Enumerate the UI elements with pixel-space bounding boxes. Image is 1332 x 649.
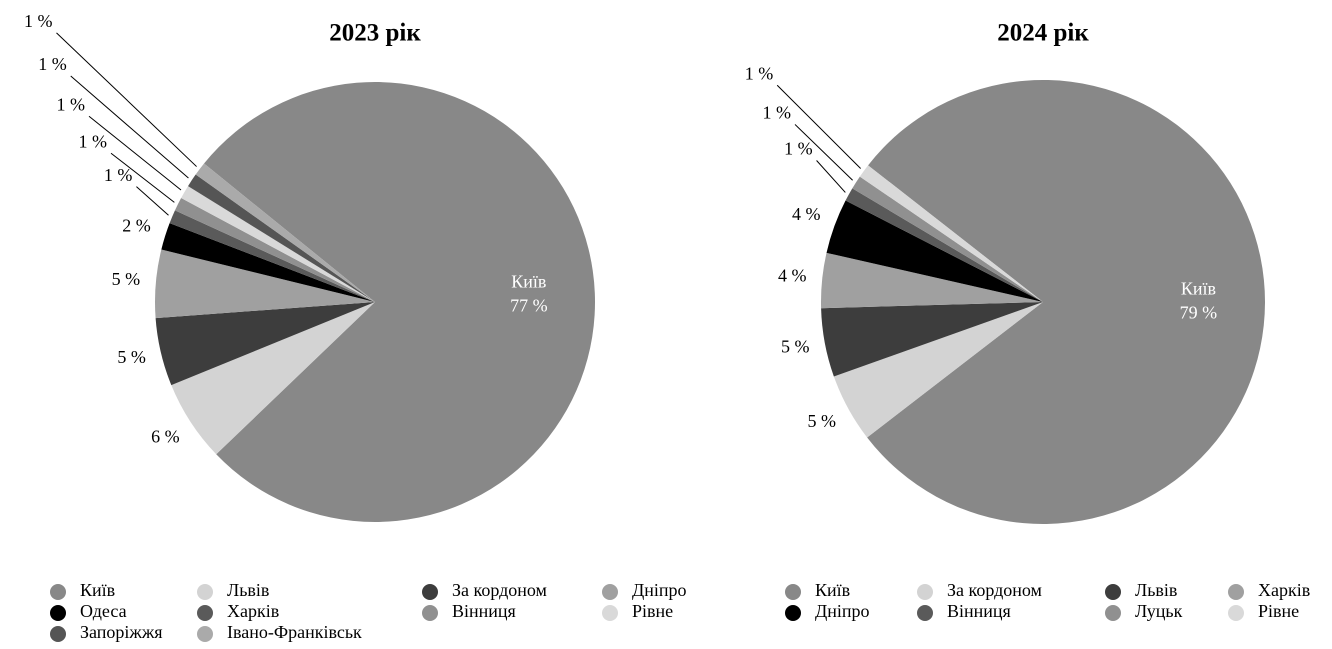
pie-slice (845, 188, 1043, 302)
pie-slice (833, 302, 1043, 438)
slice-value-label: 1 % (79, 131, 108, 151)
legend-marker (50, 584, 66, 600)
slice-value-label: 77 % (510, 296, 548, 316)
pie-slice (161, 223, 375, 302)
slice-category-label: Київ (511, 272, 546, 292)
slice-value-label: 5 % (112, 269, 141, 289)
legend-marker (1105, 584, 1121, 600)
legend-label: Дніпро (815, 601, 870, 621)
slice-value-label: 5 % (781, 336, 810, 356)
slice-value-label: 2 % (122, 215, 151, 235)
slice-value-label: 1 % (745, 63, 774, 83)
legend-marker (785, 584, 801, 600)
leader-line (816, 160, 846, 193)
legend-label: Харків (1258, 580, 1310, 600)
slice-value-label: 1 % (104, 165, 133, 185)
legend-marker (1105, 605, 1121, 621)
slice-value-label: 1 % (24, 11, 53, 31)
pie-slice (821, 302, 1043, 377)
leader-line (88, 115, 182, 191)
legend-label: За кордоном (452, 580, 547, 600)
legend-marker (917, 605, 933, 621)
legend-marker (602, 605, 618, 621)
slice-value-label: 4 % (778, 266, 807, 286)
slice-value-label: 5 % (117, 347, 146, 367)
legend-label: Рівне (1258, 601, 1299, 621)
legend-marker (197, 626, 213, 642)
slice-category-label: Київ (1181, 279, 1216, 299)
legend-marker (50, 626, 66, 642)
legend-label: Харків (227, 601, 279, 621)
legend-marker (1228, 584, 1244, 600)
leader-line (56, 32, 197, 167)
pie-slice (826, 200, 1043, 302)
pie-slice (188, 174, 375, 302)
legend-marker (422, 584, 438, 600)
legend-marker (602, 584, 618, 600)
legend-label: За кордоном (947, 580, 1042, 600)
legend-label: Вінниця (452, 601, 516, 621)
chart-title: 2024 рік (997, 20, 1089, 47)
pie-slice (155, 302, 375, 386)
slice-value-label: 1 % (763, 103, 792, 123)
legend-label: Київ (815, 580, 850, 600)
legend-label: Запоріжжя (80, 622, 163, 642)
pie-slice (859, 165, 1043, 302)
chart-title: 2023 рік (329, 20, 421, 47)
slice-value-label: 4 % (792, 204, 821, 224)
pie-slice (171, 302, 375, 455)
legend-marker (1228, 605, 1244, 621)
legend-label: Вінниця (947, 601, 1011, 621)
pie-slice (820, 252, 1043, 309)
slice-value-label: 6 % (151, 426, 180, 446)
legend-marker (785, 605, 801, 621)
legend-label: Дніпро (632, 580, 687, 600)
pie-slice (181, 186, 375, 302)
pie-slice (195, 163, 375, 302)
slice-value-label: 79 % (1180, 303, 1218, 323)
leader-line (110, 152, 175, 203)
leader-line (136, 186, 169, 216)
legend-label: Одеса (80, 601, 127, 621)
slice-value-label: 1 % (784, 139, 813, 159)
leader-line (70, 75, 189, 179)
leader-line (794, 124, 853, 181)
pie-slice (155, 249, 375, 319)
legend-marker (422, 605, 438, 621)
legend-marker (197, 605, 213, 621)
pie-slice (852, 176, 1043, 302)
pie-slice (204, 81, 596, 523)
legend-label: Київ (80, 580, 115, 600)
pie-slice (169, 210, 375, 302)
legend-label: Львів (1135, 580, 1177, 600)
slice-value-label: 5 % (807, 411, 836, 431)
pie-slice (174, 198, 375, 302)
legend-marker (197, 584, 213, 600)
legend-marker (917, 584, 933, 600)
legend-label: Івано-Франківськ (227, 622, 362, 642)
legend-label: Львів (227, 580, 269, 600)
pie-slice (867, 80, 1265, 524)
legend-label: Рівне (632, 601, 673, 621)
legend-label: Луцьк (1135, 601, 1183, 621)
leader-line (776, 84, 861, 169)
slice-value-label: 1 % (57, 94, 86, 114)
slice-value-label: 1 % (38, 54, 67, 74)
legend-marker (50, 605, 66, 621)
